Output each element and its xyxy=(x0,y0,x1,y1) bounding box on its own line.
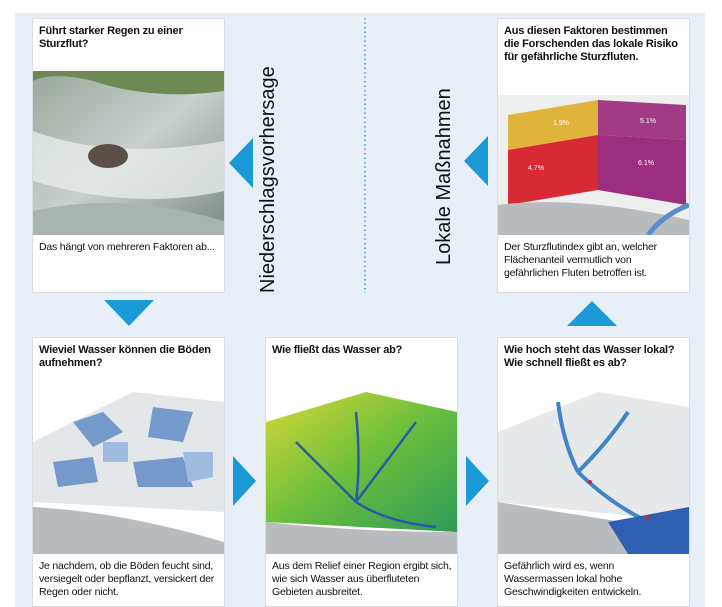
card-caption: Gefährlich wird es, wenn Wassermassen lo… xyxy=(504,560,642,598)
card-title: Aus diesen Faktoren bestimmen die Forsch… xyxy=(504,25,678,63)
flow-map xyxy=(498,382,689,554)
card: Führt starker Regen zu einer Sturzflut? … xyxy=(32,18,225,293)
card: Wie fließt das Wasser ab? Aus dem Relief… xyxy=(265,337,458,607)
card-caption: Der Sturzflutindex gibt an, welcher Fläc… xyxy=(504,241,657,279)
risk-map: 1.9% 5.1% 4.7% 6.1% xyxy=(498,95,689,235)
card-title: Führt starker Regen zu einer Sturzflut? xyxy=(39,25,183,50)
flood-photo xyxy=(33,71,224,235)
card-caption: Das hängt von mehreren Faktoren ab... xyxy=(39,241,215,253)
card: Wieviel Wasser können die Böden aufnehme… xyxy=(32,337,225,607)
card: Wie hoch steht das Wasser lokal? Wie sch… xyxy=(497,337,690,607)
relief-map xyxy=(266,382,457,554)
map-label: 6.1% xyxy=(638,160,654,167)
card: Aus diesen Faktoren bestimmen die Forsch… xyxy=(497,18,690,293)
map-label: 1.9% xyxy=(553,120,569,127)
card-caption: Je nachdem, ob die Böden feucht sind, ve… xyxy=(39,560,215,598)
soil-map xyxy=(33,382,224,554)
card-title: Wie fließt das Wasser ab? xyxy=(272,344,403,356)
side-label: Lokale Maßnahmen xyxy=(433,88,455,265)
card-title: Wie hoch steht das Wasser lokal? Wie sch… xyxy=(504,344,675,369)
card-caption: Aus dem Relief einer Region ergibt sich,… xyxy=(272,560,452,598)
side-label: Niederschlagsvorhersage xyxy=(257,66,279,293)
divider xyxy=(364,18,366,293)
card-title: Wieviel Wasser können die Böden aufnehme… xyxy=(39,344,211,369)
map-label: 4.7% xyxy=(528,165,544,172)
map-label: 5.1% xyxy=(640,118,656,125)
